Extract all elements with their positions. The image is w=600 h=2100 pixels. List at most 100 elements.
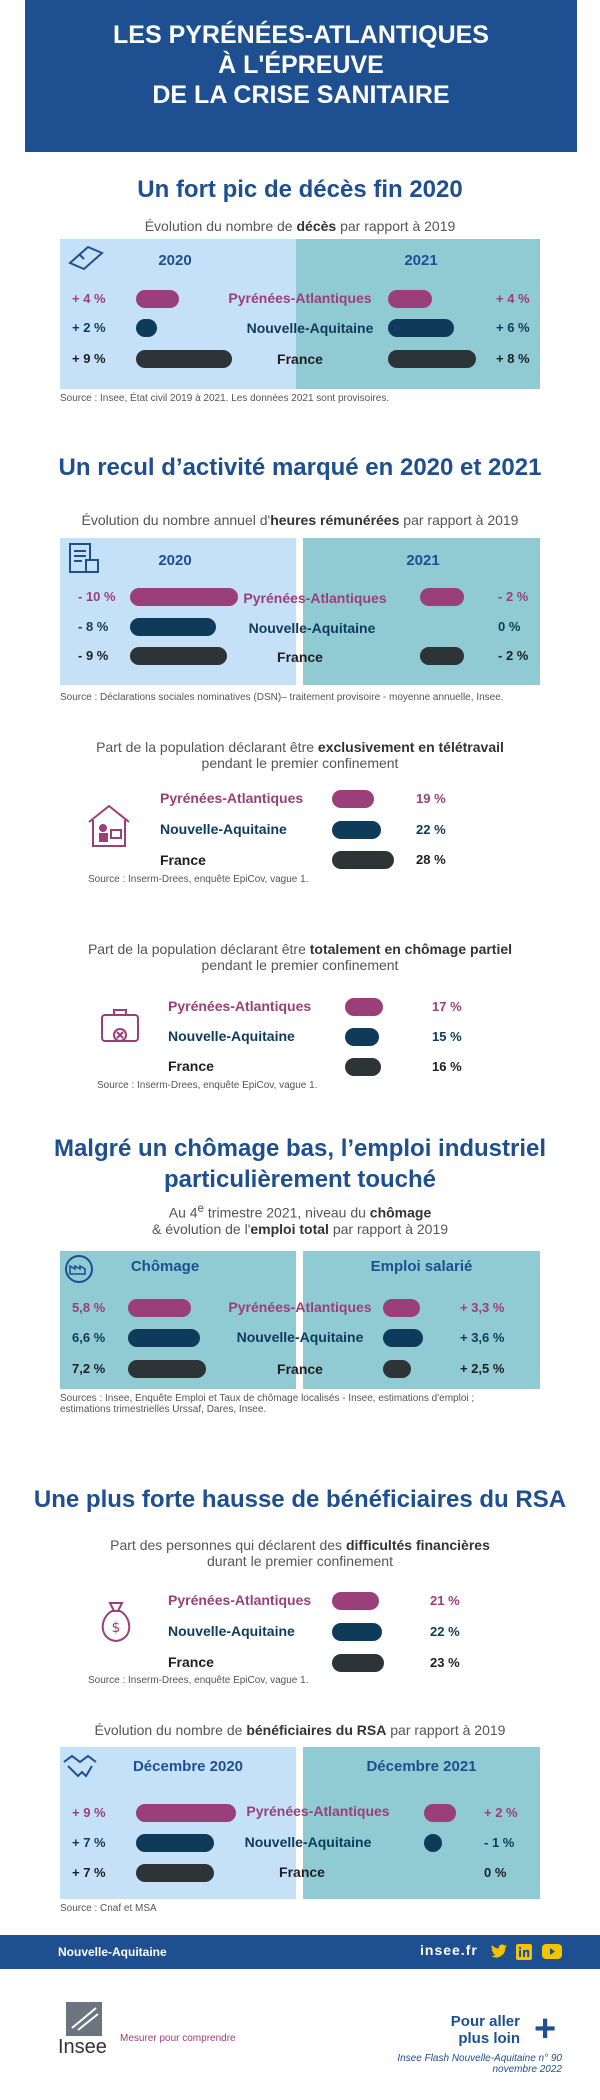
section-subtitle-teletravail: Part de la population déclarant être exc… [0,739,600,771]
chart-bar [383,1299,420,1317]
chart-bar [424,1834,442,1852]
region-label: Pyrénées-Atlantiques [168,998,312,1014]
region-label: Nouvelle-Aquitaine [246,320,374,336]
data-label: 17 % [432,999,462,1014]
region-label: France [168,1058,214,1074]
publication-date: novembre 2022 [492,2064,563,2075]
more-line-1: Pour aller [450,2013,520,2030]
header-line-2: À L'ÉPREUVE [218,51,384,79]
data-label: 0 % [498,619,521,634]
data-label: 19 % [416,791,446,806]
more-line-2: plus loin [458,2030,520,2047]
coffin-icon [66,243,106,273]
chart-bar [128,1299,191,1317]
briefcase-icon [98,1005,142,1047]
subtitle-bold: heures rémunérées [270,512,400,528]
source-note: estimations trimestrielles Urssaf, Dares… [60,1404,267,1415]
region-label: Pyrénées-Atlantiques [160,790,304,806]
section-subtitle-deces: Évolution du nombre de décès par rapport… [0,218,600,234]
chart-bar [136,1804,236,1822]
chart-bar [130,618,217,636]
insee-logo[interactable] [58,2002,110,2055]
section-title-emploi-2: particulièrement touché [163,1166,437,1193]
panel-left-title: Décembre 2020 [132,1758,244,1775]
region-label: Pyrénées-Atlantiques [228,290,372,306]
region-label: France [279,1864,325,1880]
data-label: + 9 % [72,351,106,366]
section-subtitle-activite: Évolution du nombre annuel d'heures rému… [0,512,600,528]
subtitle-text: par rapport à 2019 [386,1722,506,1738]
subtitle-bold: décès [296,218,337,234]
chart-bar [136,319,158,337]
region-label: Nouvelle-Aquitaine [248,620,376,636]
chart-bar [420,588,464,606]
header-line-1: LES PYRÉNÉES-ATLANTIQUES [113,21,489,49]
data-label: + 9 % [72,1805,106,1820]
source-note: Sources : Insee, Enquête Emploi et Taux … [60,1393,475,1404]
data-label: 21 % [430,1593,460,1608]
subtitle-line2: pendant le premier confinement [201,755,399,771]
more-link[interactable]: Pour aller plus loin [400,2013,520,2047]
twitter-icon[interactable] [490,1944,508,1965]
source-note: Source : Déclarations sociales nominativ… [60,692,504,703]
chart-bar [128,1329,200,1347]
chart-bar [420,647,464,665]
region-label: France [277,1361,323,1377]
panel-right [303,1747,540,1899]
data-label: 15 % [432,1029,462,1044]
section-title-deces: Un fort pic de décès fin 2020 [137,176,463,203]
panel-left-title: 2020 [158,252,192,269]
region-label: Nouvelle-Aquitaine [236,1329,364,1345]
handshake-icon [62,1752,98,1782]
data-label: - 1 % [484,1835,515,1850]
linkedin-icon[interactable] [516,1944,532,1960]
source-note: Source : Inserm-Drees, enquête EpiCov, v… [97,1080,318,1091]
insee-site-link[interactable]: insee.fr [420,1942,478,1958]
youtube-icon[interactable] [542,1944,562,1959]
subtitle-text: & évolution de l' [151,1220,251,1237]
chart-bar [130,647,228,665]
page-header: LES PYRÉNÉES-ATLANTIQUES À L'ÉPREUVE DE … [25,0,577,152]
source-note: Source : Insee, État civil 2019 à 2021. … [60,393,390,404]
region-label: Nouvelle-Aquitaine [168,1623,295,1639]
publication-ref: Insee Flash Nouvelle-Aquitaine n° 90 nov… [360,2053,562,2075]
home-office-icon [85,802,133,848]
subtitle-bold: chômage [369,1204,432,1221]
footer-bar: Nouvelle-Aquitaine insee.fr [0,1935,600,1969]
data-label: 16 % [432,1059,462,1074]
panel-right-title: 2021 [404,252,438,269]
region-label: Pyrénées-Atlantiques [246,1803,390,1819]
data-label: 0 % [484,1865,507,1880]
data-label: + 6 % [496,320,530,335]
plus-icon[interactable]: + [534,2008,557,2050]
chart-bar [388,290,432,308]
factory-icon [62,1254,96,1284]
subtitle-text: trimestre 2021, niveau du [204,1204,370,1221]
region-label: Nouvelle-Aquitaine [160,821,287,837]
section-subtitle-emploi: Au 4e trimestre 2021, niveau du chômage … [0,1201,600,1237]
data-label: - 9 % [78,648,109,663]
region-label: Pyrénées-Atlantiques [168,1592,312,1608]
section-subtitle-difficultes: Part des personnes qui déclarent des dif… [0,1537,600,1569]
subtitle-line2: durant le premier confinement [207,1553,393,1569]
data-label: 22 % [416,822,446,837]
subtitle-bold: difficultés financières [345,1537,490,1553]
chart-bar [136,1864,214,1882]
chart-bar [332,1592,380,1610]
region-label: France [160,852,206,868]
chart-bar [332,821,381,839]
data-label: + 7 % [72,1865,106,1880]
subtitle-text: Au 4 [168,1204,198,1221]
source-note: Source : Inserm-Drees, enquête EpiCov, v… [88,1675,309,1686]
payslip-icon [66,542,102,578]
subtitle-bold: exclusivement en télétravail [317,739,504,755]
region-label: France [277,351,323,367]
region-label: Pyrénées-Atlantiques [228,1299,372,1315]
region-label: France [277,649,323,665]
insee-tagline: Mesurer pour comprendre [120,2033,236,2044]
chart-bar [130,588,238,606]
data-label: - 8 % [78,619,109,634]
subtitle-text: Évolution du nombre de [94,1722,247,1738]
chart-bar [345,1028,379,1046]
subtitle-text: Part des personnes qui déclarent des [110,1537,346,1553]
